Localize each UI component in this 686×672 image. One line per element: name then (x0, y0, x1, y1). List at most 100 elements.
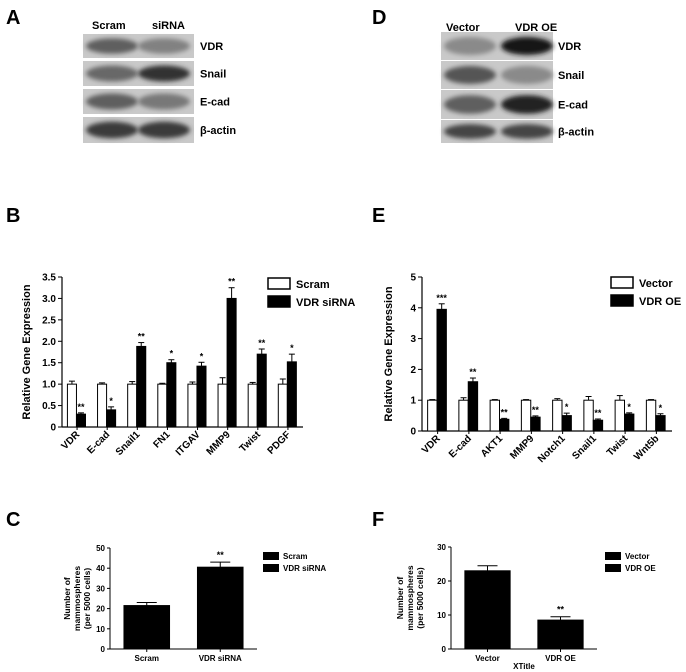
chart-e-significance-twist: * (627, 402, 631, 412)
chart-b-significance-pdgf: * (290, 343, 294, 353)
chart-b-significance-twist: ** (258, 338, 266, 348)
chart-e-legend-swatch-vector (610, 276, 634, 289)
chart-b-legend-label-vdr-sirna: VDR siRNA (296, 297, 355, 309)
chart-b-bar-e-cad-scram (97, 383, 108, 428)
chart-e-y-axis-title: Relative Gene Expression (383, 286, 395, 421)
chart-c-legend-swatch-vdr-sirna (263, 564, 279, 572)
chart-f-ytick-label: 30 (437, 543, 446, 552)
chart-c-y-axis-title-line: (per 5000 cells) (82, 568, 92, 630)
chart-b-legend-swatch-vdr-sirna (267, 295, 291, 308)
chart-e-bar-snail1-vdr-oe (592, 419, 604, 432)
chart-c-ytick-label: 30 (96, 584, 105, 593)
blot-a-band-vdr-scram (86, 38, 138, 54)
blot-a-band-e-cad-scram (86, 93, 138, 110)
chart-b-bar-itgav-vdr-sirna (196, 365, 207, 428)
chart-e-bar-akt1-vdr-oe (499, 418, 510, 432)
blot-d-lane-label-vdr-oe: VDR OE (515, 22, 557, 34)
blot-a-band-e-cad-sirna (138, 93, 190, 110)
chart-c-legend-label-vdr-sirna: VDR siRNA (283, 564, 326, 573)
chart-e-legend-label-vector: Vector (639, 278, 673, 290)
chart-e-ytick-label: 3 (410, 334, 416, 345)
chart-e-xtick-label-snail1: Snail1 (570, 433, 599, 462)
chart-b-ytick-label: 0 (50, 423, 56, 434)
chart-f-ytick-label: 0 (442, 645, 447, 654)
panel-letter-c: C (6, 509, 20, 531)
chart-b-bar-pdgf-vdr-sirna (286, 361, 297, 428)
blot-d-band-actin-vdr-oe (501, 124, 553, 139)
chart-b-xtick-label-itgav: ITGAV (174, 429, 203, 458)
chart-c-y-axis-title-line: Number of (62, 577, 72, 620)
chart-b-ytick-label: 3.0 (42, 294, 56, 305)
chart-b-xtick-label-e-cad: E-cad (85, 429, 112, 456)
chart-e-bar-twist-vector (614, 399, 625, 432)
blot-a-band-vdr-sirna (138, 38, 190, 54)
chart-b-bar-snail1-vdr-sirna (136, 345, 147, 428)
chart-e-xtick-label-akt1: AKT1 (479, 433, 506, 460)
chart-e-bar-vdr-vdr-oe (436, 308, 447, 432)
chart-b-bar-vdr-scram (66, 383, 77, 428)
chart-f-y-axis-title-line: mammospheres (405, 565, 415, 630)
chart-b-significance-itgav: * (200, 351, 204, 361)
panel-letter-f: F (372, 509, 384, 531)
chart-b-ytick-label: 2.0 (42, 337, 56, 348)
chart-e-significance-snail1: ** (594, 408, 602, 418)
chart-e-bar-notch1-vdr-oe (561, 415, 572, 432)
chart-b-xtick-label-fn1: FN1 (151, 429, 172, 450)
chart-e-bar-mmp9-vector (520, 399, 532, 432)
chart-e-ytick-label: 5 (410, 273, 416, 284)
chart-b-y-axis-title: Relative Gene Expression (21, 284, 33, 419)
chart-b-ytick-label: 1.0 (42, 380, 56, 391)
chart-e-significance-wnt5b: * (659, 403, 663, 413)
chart-e-ytick-label: 2 (410, 365, 416, 376)
chart-b-xtick-label-twist: Twist (238, 429, 264, 455)
chart-b-ytick-label: 1.5 (42, 358, 56, 369)
chart-e-bar-mmp9-vdr-oe (530, 416, 541, 432)
chart-c-ytick-label: 10 (96, 625, 105, 634)
chart-b-bar-twist-scram (247, 383, 258, 428)
chart-e-xtick-label-twist: Twist (605, 433, 631, 459)
chart-e-bar-snail1-vector (583, 399, 594, 432)
chart-e-bar-e-cad-vector (458, 399, 469, 432)
chart-f-y-axis-title-line: (per 5000 cells) (415, 567, 425, 629)
panel-letter-b: B (6, 205, 20, 227)
blot-a-band-label-e-cad: E-cad (200, 97, 230, 109)
chart-b-bar-fn1-vdr-sirna (166, 362, 177, 428)
chart-b-xtick-label-snail1: Snail1 (114, 429, 143, 458)
blot-a-band-snail-scram (86, 65, 138, 82)
chart-e-xtick-label-e-cad: E-cad (447, 433, 474, 460)
blot-a-band-actin-scram (86, 121, 138, 139)
chart-c-ytick-label: 0 (101, 645, 106, 654)
chart-b-bar-mmp9-scram (217, 383, 228, 428)
chart-c-legend-swatch-scram (263, 552, 279, 560)
bar-chart-c: 0 10 20 30 40 50 Number of mammospheres (per 500… (62, 544, 326, 663)
chart-f-legend-swatch-vector (605, 552, 621, 560)
chart-e-legend-swatch-vdr-oe (610, 294, 634, 307)
chart-c-y-axis-title-line: mammospheres (72, 566, 82, 631)
chart-e-ytick-label: 0 (410, 427, 416, 438)
chart-e-significance-mmp9: ** (532, 405, 540, 415)
blot-d-band-e-cad-vector (444, 95, 496, 114)
chart-c-ytick-label: 50 (96, 544, 105, 553)
chart-b-significance-snail1: ** (138, 332, 146, 342)
blot-d-band-e-cad-vdr-oe (501, 95, 553, 114)
chart-b-xtick-label-pdgf: PDGF (266, 429, 293, 456)
chart-b-bar-snail1-scram (127, 383, 138, 428)
chart-c-legend-label-scram: Scram (283, 552, 307, 561)
chart-e-significance-vdr: *** (436, 293, 447, 303)
chart-e-bar-wnt5b-vector (645, 399, 657, 432)
chart-f-xtick-label-vector: Vector (475, 654, 499, 663)
blot-a-lane-label-scram: Scram (92, 20, 126, 32)
chart-c-ytick-label: 20 (96, 605, 105, 614)
chart-e-significance-e-cad: ** (469, 367, 477, 377)
chart-c-ytick-label: 40 (96, 564, 105, 573)
chart-b-bar-pdgf-scram (277, 383, 288, 428)
chart-b-significance-fn1: * (170, 349, 174, 359)
blot-d-band-label-snail: Snail (558, 70, 584, 82)
chart-e-bar-wnt5b-vdr-oe (655, 415, 666, 432)
chart-e-xtick-label-mmp9: MMP9 (508, 433, 537, 462)
chart-e-legend-label-vdr-oe: VDR OE (639, 296, 681, 308)
chart-e-xtick-label-wnt5b: Wnt5b (632, 433, 661, 462)
chart-c-xtick-label-vdr-sirna: VDR siRNA (199, 654, 242, 663)
chart-f-bar-vdr-oe (537, 619, 584, 650)
